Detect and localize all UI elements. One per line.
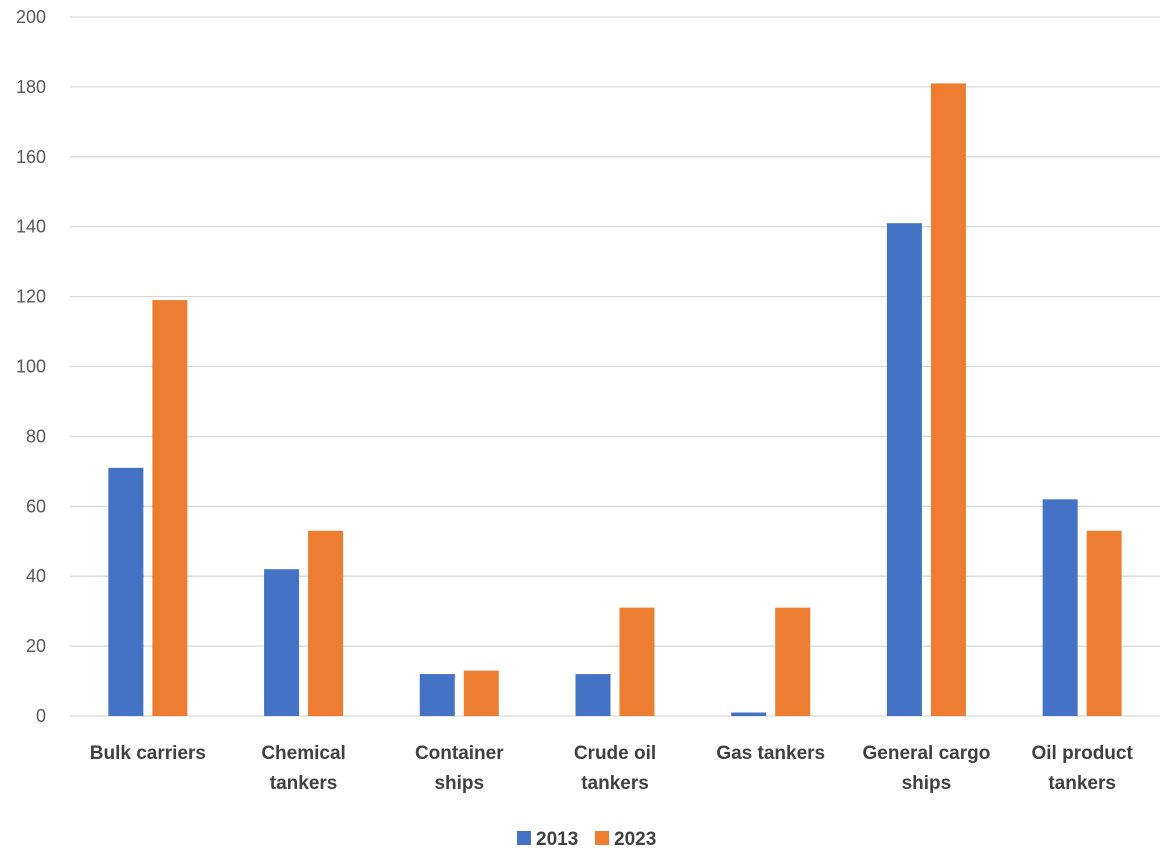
y-tick-label-180: 180 (16, 77, 46, 97)
x-category-label: Gas tankers (716, 743, 825, 764)
bar-2013-2 (264, 569, 300, 716)
bars (108, 83, 1122, 716)
bar-2023-5 (775, 607, 811, 716)
bar-2023-3 (463, 670, 499, 716)
y-tick-label-80: 80 (26, 426, 46, 446)
bar-2023-2 (308, 530, 344, 716)
y-tick-label-40: 40 (26, 566, 46, 586)
bar-2013-4 (575, 674, 611, 716)
y-tick-label-120: 120 (16, 287, 46, 307)
x-category-label: Bulk carriers (90, 743, 206, 764)
y-tick-label-100: 100 (16, 357, 46, 377)
legend-label-2013: 2013 (536, 829, 578, 850)
x-category-label: Oil product tankers (1031, 743, 1133, 794)
bar-2013-3 (419, 674, 455, 716)
bar-2013-7 (1042, 499, 1078, 716)
bar-2023-4 (619, 607, 655, 716)
gridlines (70, 16, 1160, 717)
x-category-label: General cargo ships (863, 743, 991, 794)
y-axis-ticks: 0 20 40 60 80 100 120 140 160 180 200 (16, 7, 46, 726)
x-category-label: Container ships (415, 743, 504, 794)
legend-swatch-2023 (595, 831, 609, 845)
legend: 2013 2023 (517, 829, 656, 850)
bar-2013-6 (886, 223, 922, 716)
bar-2013-1 (108, 467, 144, 716)
bar-2023-6 (930, 83, 966, 716)
bar-2023-1 (152, 300, 188, 716)
y-tick-label-0: 0 (36, 706, 46, 726)
y-tick-label-20: 20 (26, 636, 46, 656)
legend-label-2023: 2023 (614, 829, 656, 850)
legend-swatch-2013 (517, 831, 531, 845)
bar-2013-5 (731, 712, 767, 716)
x-category-label: Crude oil tankers (574, 743, 656, 794)
y-tick-label-200: 200 (16, 7, 46, 27)
bar-2023-7 (1086, 530, 1122, 716)
y-tick-label-160: 160 (16, 147, 46, 167)
y-tick-label-140: 140 (16, 217, 46, 237)
x-axis-labels: Bulk carriers Chemical tankers Container shi… (90, 743, 1134, 794)
y-tick-label-60: 60 (26, 496, 46, 516)
x-category-label: Chemical tankers (261, 743, 345, 794)
